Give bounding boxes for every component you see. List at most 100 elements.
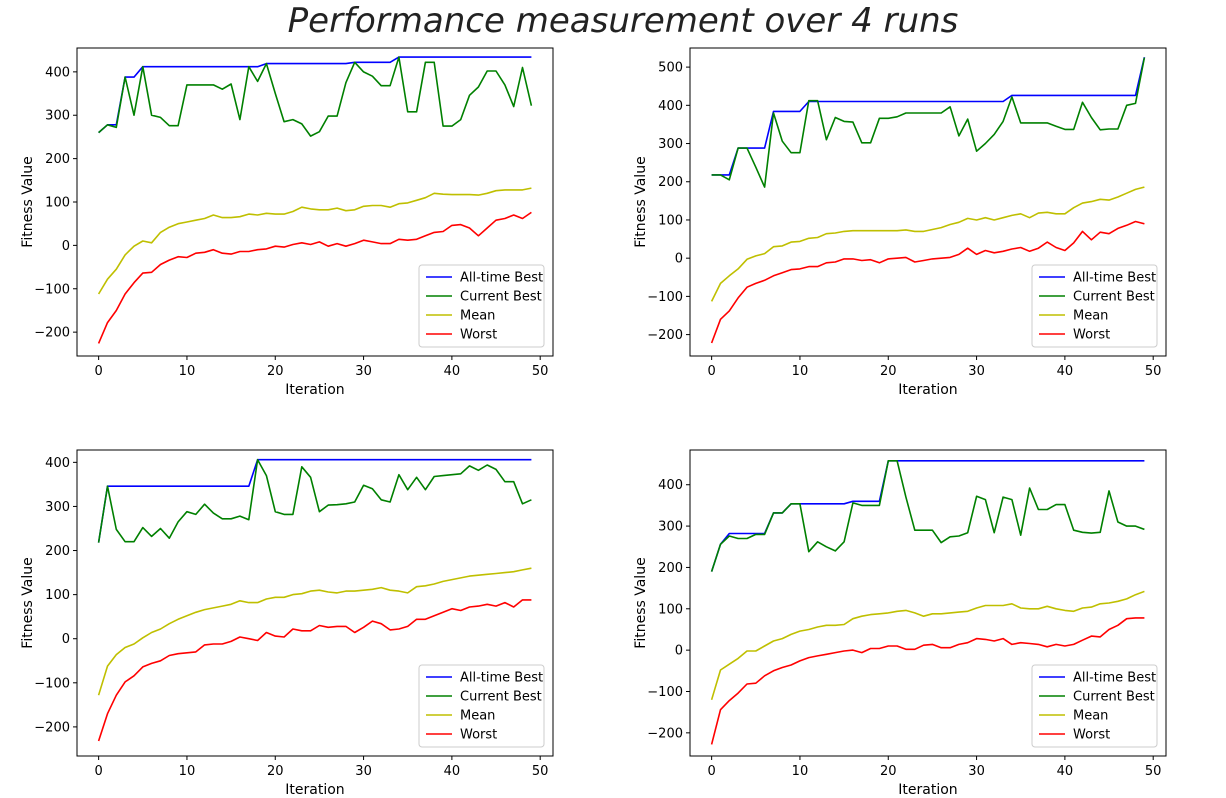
series-line-mean (97, 187, 532, 295)
series-line-mean (710, 590, 1145, 701)
x-tick-label: 50 (1145, 764, 1162, 779)
series-lines (710, 57, 1146, 344)
x-tick-label: 40 (1057, 764, 1074, 779)
y-axis-label: Fitness Value (633, 557, 649, 648)
legend: All-time Best Current Best Mean Worst (1031, 664, 1158, 748)
series-line-current-best (97, 458, 532, 543)
legend-box (1031, 664, 1158, 748)
y-tick-label: −200 (34, 720, 70, 735)
x-tick-label: 40 (1057, 364, 1074, 379)
chart-panel-2: 0 10 20 30 40 50 −200 −100 0 100 200 300 400 500 Itera… (633, 47, 1167, 398)
x-tick-label: 20 (267, 364, 284, 379)
axes-frame (689, 47, 1167, 357)
x-tick-label: 0 (707, 364, 715, 379)
legend-box (418, 264, 545, 348)
x-tick-label: 30 (355, 764, 372, 779)
y-axis-label: Fitness Value (633, 156, 649, 247)
series-line-current-best (711, 57, 1146, 188)
legend-label: Current Best (460, 690, 542, 705)
y-axis-label: Fitness Value (20, 557, 36, 648)
chart-panel-3: 0 10 20 30 40 50 −200 −100 0 100 200 300 400 Iteratio… (20, 449, 554, 798)
y-tick-label: 100 (45, 196, 70, 211)
y-tick-label: 300 (658, 137, 683, 152)
x-tick-label: 10 (792, 364, 809, 379)
x-tick-label: 40 (444, 364, 461, 379)
series-line-all-time-best (710, 459, 1145, 572)
series-lines (97, 458, 532, 742)
x-axis-label: Iteration (285, 382, 344, 398)
legend: All-time Best Current Best Mean Worst (418, 664, 545, 748)
y-tick-label: −100 (647, 685, 683, 700)
y-tick-label: 100 (658, 213, 683, 228)
x-tick-label: 30 (968, 764, 985, 779)
y-tick-label: 300 (45, 109, 70, 124)
y-tick-label: −200 (647, 726, 683, 741)
series-line-current-best (98, 56, 533, 137)
y-tick-label: 400 (45, 456, 70, 471)
y-tick-label: 0 (62, 239, 70, 254)
x-tick-label: 10 (179, 364, 196, 379)
legend: All-time Best Current Best Mean Worst (1031, 264, 1158, 348)
legend-box (1031, 264, 1158, 348)
series-line-all-time-best (97, 458, 532, 543)
legend-label: Current Best (460, 290, 542, 305)
legend-label: Worst (1073, 328, 1110, 343)
legend-label: All-time Best (460, 271, 543, 286)
y-tick-label: 200 (45, 544, 70, 559)
legend-label: Current Best (1073, 290, 1155, 305)
legend-label: Worst (460, 728, 497, 743)
legend-label: All-time Best (1073, 271, 1156, 286)
series-line-mean (97, 567, 532, 696)
y-tick-label: 400 (45, 65, 70, 80)
series-lines (97, 56, 533, 344)
series-line-worst (710, 617, 1145, 745)
x-tick-label: 0 (94, 364, 102, 379)
x-axis-label: Iteration (898, 382, 957, 398)
series-line-worst (710, 220, 1145, 344)
y-tick-label: 300 (658, 520, 683, 535)
series-line-all-time-best (98, 56, 532, 134)
chart-panel-4: 0 10 20 30 40 50 −200 −100 0 100 200 300 400 Iteratio… (633, 449, 1167, 798)
legend-label: Mean (460, 709, 495, 724)
y-tick-label: 0 (675, 644, 683, 659)
legend-label: All-time Best (460, 671, 543, 686)
y-tick-label: 100 (45, 588, 70, 603)
y-tick-label: 200 (658, 561, 683, 576)
x-tick-label: 0 (707, 764, 715, 779)
x-axis-label: Iteration (898, 782, 957, 798)
y-tick-label: 0 (675, 252, 683, 267)
series-line-worst (97, 211, 532, 344)
y-axis-label: Fitness Value (20, 156, 36, 247)
x-tick-label: 50 (532, 764, 549, 779)
axes-frame (689, 449, 1167, 757)
legend-label: Mean (1073, 709, 1108, 724)
legend-label: Mean (1073, 309, 1108, 324)
y-tick-label: −100 (34, 282, 70, 297)
x-tick-label: 40 (444, 764, 461, 779)
x-axis-label: Iteration (285, 782, 344, 798)
y-tick-label: 200 (45, 152, 70, 167)
axes-frame (76, 449, 554, 757)
x-tick-label: 10 (792, 764, 809, 779)
y-tick-label: −200 (34, 326, 70, 341)
x-tick-label: 30 (968, 364, 985, 379)
y-tick-label: 400 (658, 478, 683, 493)
y-tick-label: 100 (658, 602, 683, 617)
y-tick-label: −100 (647, 290, 683, 305)
figure-title: Performance measurement over 4 runs (288, 1, 959, 41)
legend-label: All-time Best (1073, 671, 1156, 686)
series-lines (710, 459, 1145, 745)
y-tick-label: 0 (62, 632, 70, 647)
x-tick-label: 30 (355, 364, 372, 379)
y-tick-label: 500 (658, 61, 683, 76)
legend: All-time Best Current Best Mean Worst (418, 264, 545, 348)
legend-box (418, 664, 545, 748)
chart-panel-1: 0 10 20 30 40 50 −200 −100 0 100 200 300 400 Iteratio… (20, 47, 554, 398)
x-tick-label: 20 (880, 364, 897, 379)
series-line-current-best (710, 459, 1145, 572)
y-tick-label: −100 (34, 676, 70, 691)
y-tick-label: 200 (658, 175, 683, 190)
y-tick-label: 400 (658, 99, 683, 114)
series-line-worst (97, 599, 532, 742)
